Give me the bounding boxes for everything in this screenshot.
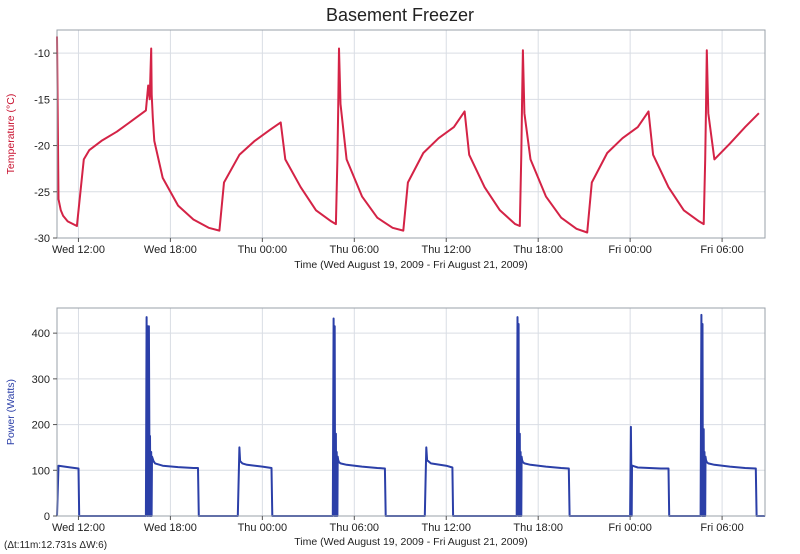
temperature-y-tick-label: -20 (34, 141, 50, 153)
temperature-x-tick-label: Thu 18:00 (513, 244, 563, 256)
power-plot-frame (56, 307, 766, 517)
power-plot-area (57, 308, 765, 516)
power-x-tick-label: Thu 18:00 (513, 522, 563, 534)
power-x-tick-label: Thu 06:00 (330, 522, 380, 534)
power-y-tick-label: 300 (32, 374, 50, 386)
temperature-panel: -30 -25 -20 -15 -10 Wed 12:00 Wed 18:00 Thu 00:… (5, 29, 766, 271)
temperature-plot-area (57, 30, 765, 238)
temperature-x-tick-label: Thu 06:00 (330, 244, 380, 256)
temperature-y-tick-label: -10 (34, 48, 50, 60)
power-x-axis-label: Time (Wed August 19, 2009 - Fri August 2… (294, 536, 527, 548)
temperature-y-tick-label: -25 (34, 187, 50, 199)
power-x-tick-label: Thu 00:00 (238, 522, 288, 534)
power-y-tick-label: 100 (32, 465, 50, 477)
temperature-x-tick-label: Fri 00:00 (608, 244, 651, 256)
selection-status-text: (Δt:11m:12.731s ΔW:6) (4, 540, 107, 551)
temperature-x-tick-label: Fri 06:00 (700, 244, 743, 256)
temperature-x-tick-label: Thu 00:00 (238, 244, 288, 256)
temperature-x-tick-label: Wed 12:00 (52, 244, 105, 256)
temperature-y-tick-label: -15 (34, 94, 50, 106)
power-x-tick-label: Wed 12:00 (52, 522, 105, 534)
temperature-y-tick-label: -30 (34, 233, 50, 245)
temperature-plot-frame (56, 29, 766, 239)
power-x-tick-label: Fri 06:00 (700, 522, 743, 534)
power-y-tick-label: 400 (32, 328, 50, 340)
temperature-x-tick-label: Wed 18:00 (144, 244, 197, 256)
power-x-tick-label: Thu 12:00 (421, 522, 471, 534)
power-y-axis-label: Power (Watts) (5, 379, 17, 445)
power-y-tick-label: 200 (32, 420, 50, 432)
temperature-x-tick-label: Thu 12:00 (421, 244, 471, 256)
power-x-tick-label: Fri 00:00 (608, 522, 651, 534)
temperature-y-axis-label: Temperature (°C) (5, 94, 17, 175)
chart-title: Basement Freezer (326, 5, 474, 25)
temperature-series-line (56, 36, 760, 234)
power-y-tick-label: 0 (44, 511, 50, 523)
power-x-tick-label: Wed 18:00 (144, 522, 197, 534)
power-panel: 0 100 200 300 400 Wed 12:00 Wed 18:00 Thu 00:00… (5, 307, 766, 548)
power-series-line (56, 313, 765, 517)
temperature-x-axis-label: Time (Wed August 19, 2009 - Fri August 2… (294, 259, 527, 271)
